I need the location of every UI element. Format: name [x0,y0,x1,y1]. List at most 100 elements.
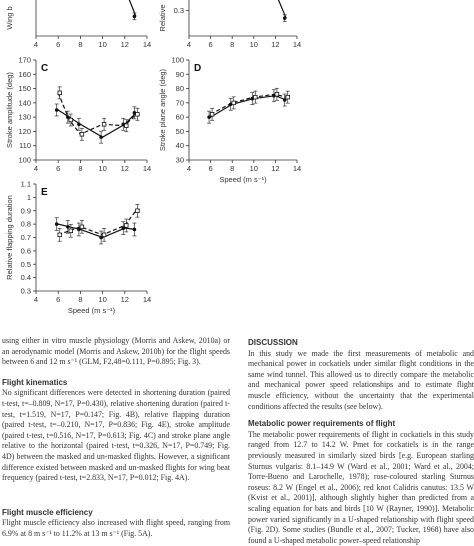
x-tick-label: 4 [34,295,38,304]
y-tick-label: 70 [176,98,184,107]
y-axis-label: Relative flapping duration [5,195,14,280]
y-tick-label: 0.4 [21,273,31,282]
y-tick-label: 1.1 [21,180,31,189]
data-point-masked [285,94,290,100]
x-tick-label: 10 [250,40,258,49]
x-tick-label: 6 [56,295,60,304]
data-point-masked [124,223,129,228]
data-point-unmasked [132,14,137,19]
data-point-masked [274,92,280,97]
y-tick-label: 130 [18,113,31,122]
heading-flight-kinematics: Flight kinematics [2,377,68,387]
right-text-column: DISCUSSION In this study we made the fir… [248,338,474,546]
y-tick-label: 90 [176,70,184,79]
panel-letter: C [41,63,48,74]
heading-metabolic-power: Metabolic power requirements of flight [248,419,396,429]
intro-paragraph: using either in vitro muscle physiology … [2,336,230,367]
panel-d-stroke-plane-angle: 4 6 8 10 12 14 30 40 50 60 70 80 90 100 Stroke plane a… [158,56,301,185]
x-tick-label: 10 [250,164,258,173]
metabolic-paragraph: The metabolic power requirements of flig… [248,429,474,545]
discussion-paragraph: In this study we made the first measurem… [248,348,474,411]
data-point-masked [135,208,140,213]
y-tick-label: 0.6 [21,246,31,255]
data-point-masked [57,90,62,96]
data-point-masked [68,228,73,234]
x-tick-label: 4 [34,40,38,49]
data-point-masked [124,123,129,128]
x-tick-label: 12 [271,40,279,49]
x-tick-label: 12 [121,164,129,173]
x-tick-label: 6 [56,40,60,49]
data-point-masked [101,232,107,238]
x-tick-label: 14 [143,295,151,304]
x-tick-label: 10 [98,40,106,49]
x-tick-label: 8 [230,164,234,173]
y-axis-label: Wing b [5,6,14,29]
panel-relative-shortening: 4 6 8 10 12 14 0.3 Relative [158,0,301,49]
x-tick-label: 8 [78,40,82,49]
y-tick-label: 60 [176,113,184,122]
x-tick-label: 12 [121,40,129,49]
efficiency-paragraph: Flight muscle efficiency also increased … [2,518,230,538]
y-tick-label: 100 [18,156,31,165]
x-tick-label: 6 [209,40,213,49]
x-tick-label: 14 [293,40,301,49]
series-line-masked [57,92,137,136]
data-point-unmasked [77,122,81,127]
panel-letter: E [41,187,48,198]
x-axis-label: Speed (m s⁻¹) [219,175,267,184]
y-tick-label: 80 [176,84,184,93]
data-point-masked [57,232,62,238]
x-tick-label: 4 [34,164,38,173]
y-tick-label: 1 [27,193,31,202]
panel-e-relative-flapping-duration: 4 6 8 10 12 14 0.3 0.4 0.5 0.6 0.7 0.8 0.9 1 1.1 Relati… [5,180,151,316]
y-tick-label: 110 [19,141,31,150]
series-line-unmasked [277,0,287,19]
panel-letter: D [194,63,201,74]
x-tick-label: 8 [78,295,82,304]
x-tick-label: 10 [98,295,106,304]
y-tick-label: 0.3 [174,6,184,15]
heading-flight-muscle-efficiency: Flight muscle efficiency [2,507,93,517]
data-point-unmasked [99,135,103,139]
x-axis-label: Speed (m s⁻¹) [68,306,116,315]
x-tick-label: 12 [121,295,129,304]
data-point-masked [79,224,85,229]
x-tick-label: 14 [143,164,151,173]
y-tick-label: 0.5 [21,260,31,269]
x-tick-label: 14 [143,40,151,49]
data-point-masked [101,122,107,127]
data-point-unmasked [282,16,287,20]
panel-c-stroke-amplitude: 4 6 8 10 12 14 100 110 120 130 140 150 160 170 Stroke … [5,56,151,174]
data-point-masked [79,132,85,137]
kinematics-paragraph: No significant differences were detected… [2,388,230,483]
y-tick-label: 140 [18,98,31,107]
panel-wing-beat: 4 6 8 10 12 14 Wing b [5,0,151,49]
data-point-unmasked [66,225,70,229]
y-tick-label: 30 [176,156,184,165]
y-tick-label: 0.8 [21,220,31,229]
x-tick-label: 10 [98,164,106,173]
x-tick-label: 14 [293,164,301,173]
x-tick-label: 8 [230,40,234,49]
y-tick-label: 100 [171,56,184,65]
y-tick-label: 0.7 [21,233,31,242]
y-tick-label: 150 [18,84,31,93]
y-tick-label: 160 [18,70,31,79]
x-tick-label: 6 [209,164,213,173]
y-tick-label: 40 [176,141,184,150]
y-axis-label: Stroke plane angle (deg) [158,68,167,151]
y-axis-label: Relative [158,4,167,31]
y-tick-label: 50 [176,127,184,136]
x-tick-label: 4 [187,40,191,49]
series-line-unmasked [128,0,137,17]
x-tick-label: 6 [56,164,60,173]
x-tick-label: 4 [187,164,191,173]
y-tick-label: 0.9 [21,206,31,215]
data-point-masked [253,94,258,100]
y-tick-label: 170 [18,56,31,65]
y-axis-label: Stroke amplitude (deg) [5,72,14,148]
data-point-unmasked [54,108,59,112]
left-text-column: using either in vitro muscle physiology … [2,336,230,540]
